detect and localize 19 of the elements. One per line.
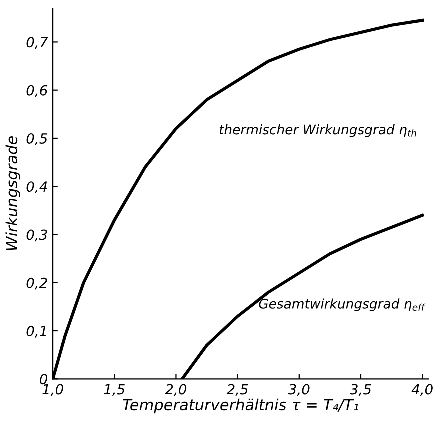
y-tick-label: 0,6 [26,85,48,98]
x-tick-label: 3,0 [288,384,310,396]
y-tick-label: 0,5 [26,133,48,146]
y-tick-label: 0,1 [26,326,46,338]
x-axis-title: Temperaturverhältnis τ = T₄/T₁ [123,398,359,414]
x-tick-label: 1,0 [42,384,64,396]
x-tick-label: 1,5 [104,384,125,396]
x-tick-label: 4,0 [412,384,433,396]
y-tick-label: 0,4 [26,182,48,194]
y-tick-label: 0,3 [26,230,48,242]
x-tick-label: 2,0 [165,384,187,396]
y-axis-title: Wirkungsgrade [6,136,21,250]
y-tick-label: 0,7 [26,37,48,50]
series-label: Gesamtwirkungsgrad η$_{eff}$ [259,298,426,312]
y-tick-label: 0,2 [26,278,48,290]
x-tick-label: 3,5 [350,384,372,396]
text: thermischer Wirkungsgrad η$_{th}$ [220,124,416,138]
x-tick-label: 2,5 [226,384,248,396]
y-tick-label: 0 [40,374,48,385]
